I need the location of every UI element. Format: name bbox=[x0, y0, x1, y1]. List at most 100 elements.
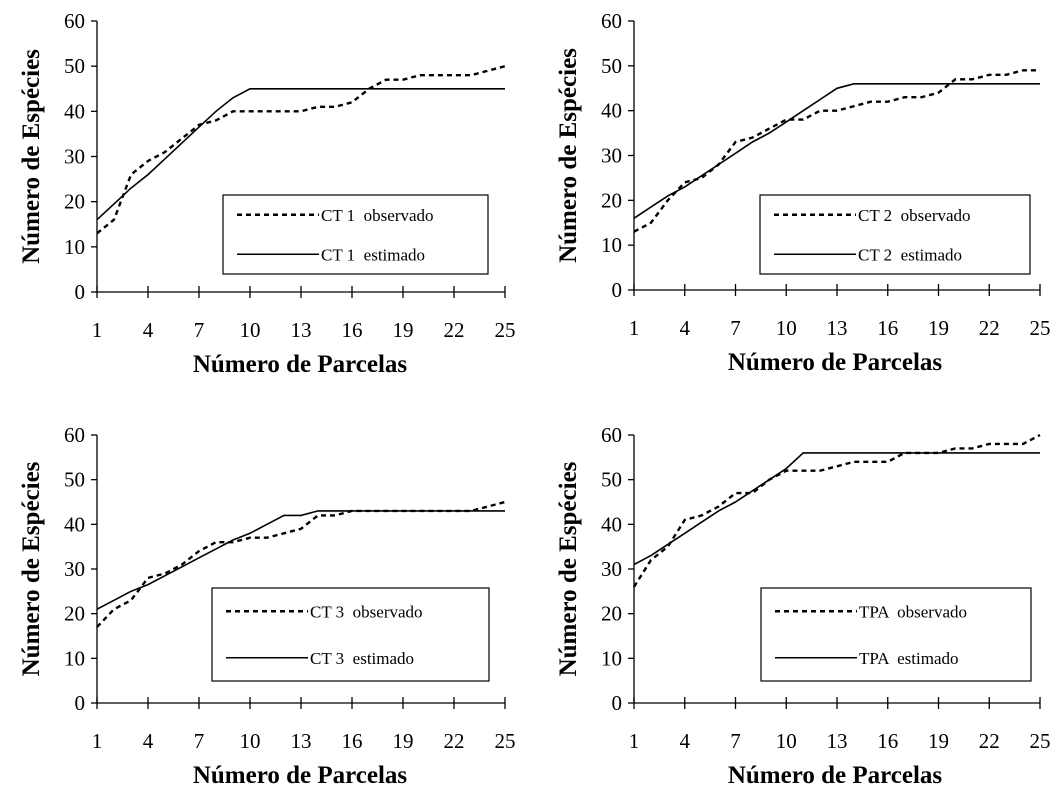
x-tick-label: 19 bbox=[393, 729, 414, 753]
legend-label: CT 1 observado bbox=[321, 206, 434, 225]
legend-label: CT 2 estimado bbox=[858, 245, 962, 264]
y-tick-label: 20 bbox=[64, 602, 85, 626]
x-tick-label: 1 bbox=[629, 316, 640, 340]
legend-label: CT 2 observado bbox=[858, 206, 971, 225]
x-tick-label: 1 bbox=[92, 318, 103, 342]
estimated-series-line bbox=[633, 452, 1040, 566]
legend: CT 1 observado CT 1 estimado bbox=[222, 194, 489, 275]
x-tick-label: 4 bbox=[680, 316, 691, 340]
x-tick-label: 22 bbox=[444, 729, 465, 753]
legend-box bbox=[759, 194, 1031, 275]
x-tick-label: 22 bbox=[979, 729, 1000, 753]
y-tick-label: 20 bbox=[601, 188, 622, 212]
x-tick-label: 19 bbox=[393, 318, 414, 342]
y-axis-title: Número de Espécies bbox=[18, 461, 45, 676]
chart-ct3: 0 10 20 30 40 50 60 1 4 7 10 13 16 19 22 25 Número de Pa… bbox=[18, 423, 516, 789]
y-tick-label: 40 bbox=[601, 99, 622, 123]
x-tick-label: 13 bbox=[291, 318, 312, 342]
legend-box bbox=[222, 194, 489, 275]
x-tick-label: 13 bbox=[827, 729, 848, 753]
y-axis-title: Número de Espécies bbox=[555, 461, 582, 676]
observed-series-line bbox=[632, 433, 1041, 588]
x-tick-label: 25 bbox=[495, 318, 516, 342]
x-tick-label: 22 bbox=[444, 318, 465, 342]
x-tick-label: 7 bbox=[194, 318, 205, 342]
y-tick-label: 60 bbox=[601, 423, 622, 447]
x-axis-title: Número de Parcelas bbox=[728, 349, 943, 376]
x-tick-label: 25 bbox=[1030, 729, 1051, 753]
y-tick-label: 30 bbox=[64, 557, 85, 581]
observed-series-line bbox=[96, 65, 506, 235]
y-tick-label: 60 bbox=[64, 9, 85, 33]
y-tick-label: 60 bbox=[601, 9, 622, 33]
observed-series-line bbox=[633, 69, 1040, 233]
y-tick-label: 0 bbox=[612, 691, 623, 715]
y-tick-label: 30 bbox=[601, 144, 622, 168]
y-tick-label: 20 bbox=[601, 602, 622, 626]
x-axis-title: Número de Parcelas bbox=[193, 351, 408, 378]
chart-ct2: 0 10 20 30 40 50 60 1 4 7 10 13 16 19 22 25 Número de Pa… bbox=[555, 9, 1051, 376]
x-axis-title: Número de Parcelas bbox=[728, 762, 943, 789]
y-tick-label: 40 bbox=[601, 512, 622, 536]
chart-ct1: 0 10 20 30 40 50 60 1 4 7 10 13 16 19 22 25 Número de Pa… bbox=[18, 9, 516, 378]
x-tick-label: 16 bbox=[342, 318, 363, 342]
x-tick-label: 25 bbox=[495, 729, 516, 753]
y-tick-label: 10 bbox=[64, 646, 85, 670]
y-tick-label: 50 bbox=[601, 468, 622, 492]
y-tick-label: 10 bbox=[601, 646, 622, 670]
y-tick-label: 0 bbox=[75, 280, 86, 304]
x-tick-label: 22 bbox=[979, 316, 1000, 340]
x-axis-title: Número de Parcelas bbox=[193, 762, 408, 789]
observed-series-line bbox=[96, 500, 506, 628]
y-tick-label: 40 bbox=[64, 512, 85, 536]
x-tick-label: 7 bbox=[194, 729, 205, 753]
legend-label: TPA observado bbox=[859, 602, 967, 621]
y-tick-label: 60 bbox=[64, 423, 85, 447]
x-tick-label: 16 bbox=[342, 729, 363, 753]
y-tick-label: 0 bbox=[612, 278, 623, 302]
x-tick-label: 16 bbox=[877, 316, 898, 340]
legend: TPA observado TPA estimado bbox=[760, 587, 1032, 682]
x-tick-label: 13 bbox=[827, 316, 848, 340]
x-tick-label: 7 bbox=[730, 729, 741, 753]
legend-label: CT 1 estimado bbox=[321, 245, 425, 264]
x-tick-label: 13 bbox=[291, 729, 312, 753]
y-tick-label: 0 bbox=[75, 691, 86, 715]
estimated-series-line bbox=[96, 88, 505, 221]
x-tick-label: 1 bbox=[92, 729, 103, 753]
y-tick-label: 20 bbox=[64, 190, 85, 214]
legend-label: CT 3 observado bbox=[310, 602, 423, 621]
x-tick-label: 10 bbox=[776, 316, 797, 340]
x-tick-label: 16 bbox=[877, 729, 898, 753]
y-axis-title: Número de Espécies bbox=[18, 49, 45, 264]
y-axis-title: Número de Espécies bbox=[555, 48, 582, 263]
y-tick-label: 30 bbox=[64, 145, 85, 169]
legend-box bbox=[760, 587, 1032, 682]
x-tick-label: 10 bbox=[776, 729, 797, 753]
x-tick-label: 4 bbox=[143, 318, 154, 342]
y-tick-label: 50 bbox=[64, 54, 85, 78]
x-tick-label: 10 bbox=[240, 729, 261, 753]
legend: CT 3 observado CT 3 estimado bbox=[211, 587, 490, 682]
x-tick-label: 19 bbox=[928, 316, 949, 340]
y-tick-label: 10 bbox=[601, 233, 622, 257]
legend-box bbox=[211, 587, 490, 682]
y-tick-label: 30 bbox=[601, 557, 622, 581]
legend-label: TPA estimado bbox=[859, 649, 959, 668]
estimated-series-line bbox=[633, 83, 1040, 219]
x-tick-label: 25 bbox=[1030, 316, 1051, 340]
legend-label: CT 3 estimado bbox=[310, 649, 414, 668]
chart-tpa: 0 10 20 30 40 50 60 1 4 7 10 13 16 19 22 25 Número de Pa… bbox=[555, 423, 1051, 789]
y-tick-label: 40 bbox=[64, 99, 85, 123]
x-tick-label: 1 bbox=[629, 729, 640, 753]
x-tick-label: 4 bbox=[680, 729, 691, 753]
x-tick-label: 10 bbox=[240, 318, 261, 342]
x-tick-label: 4 bbox=[143, 729, 154, 753]
x-tick-label: 19 bbox=[928, 729, 949, 753]
estimated-series-line bbox=[96, 510, 505, 610]
x-tick-label: 7 bbox=[730, 316, 741, 340]
y-tick-label: 50 bbox=[64, 468, 85, 492]
y-tick-label: 50 bbox=[601, 54, 622, 78]
legend: CT 2 observado CT 2 estimado bbox=[759, 194, 1031, 275]
